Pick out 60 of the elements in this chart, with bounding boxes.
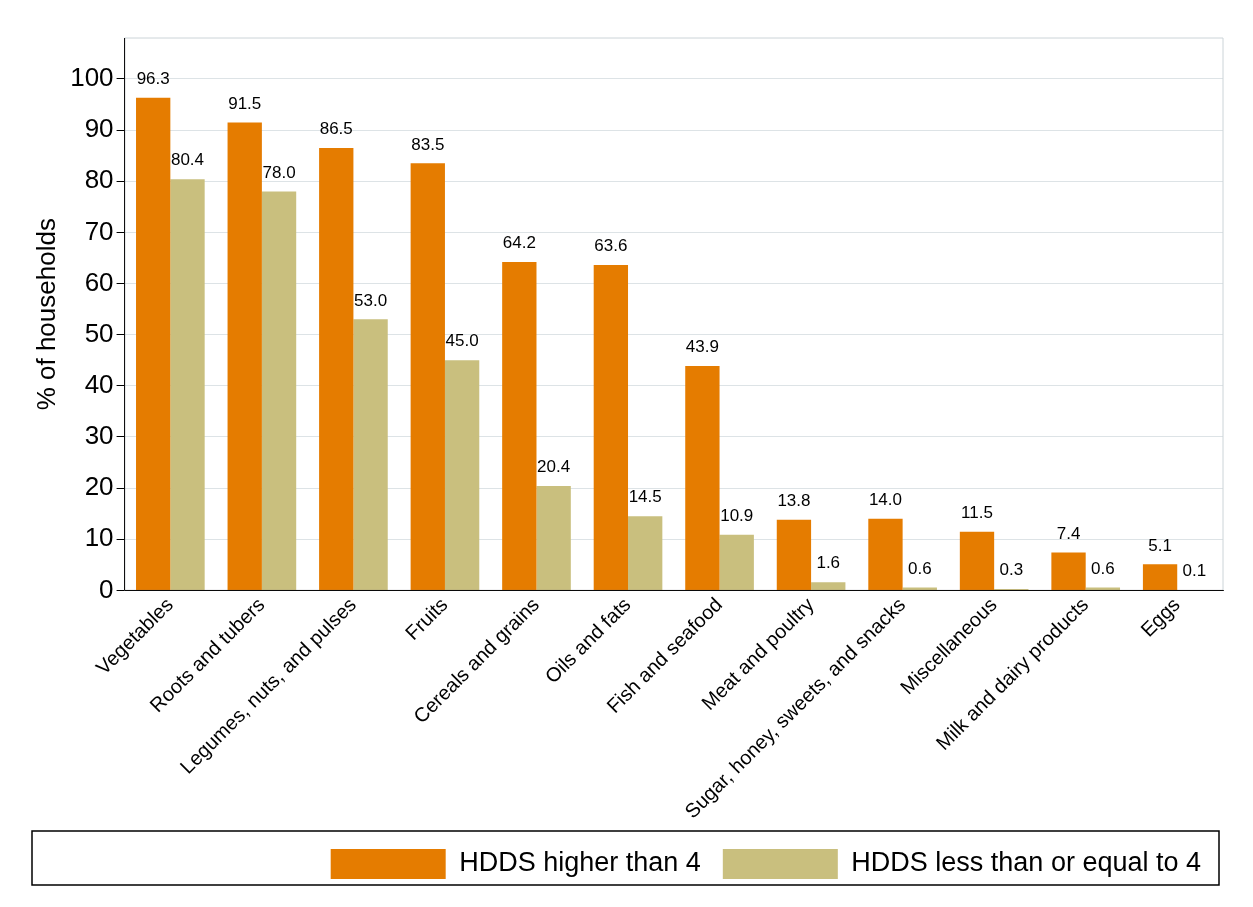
data-label: 96.3 <box>136 69 170 89</box>
bar <box>868 518 903 590</box>
y-tick-label: 90 <box>84 113 114 144</box>
y-tick-label: 80 <box>84 164 114 195</box>
bar <box>593 265 629 590</box>
data-label: 0.6 <box>1091 558 1115 578</box>
y-tick-label: 50 <box>84 317 114 348</box>
data-label: 78.0 <box>262 162 296 182</box>
data-label: 0.3 <box>999 560 1024 580</box>
legend-label: HDDS less than or equal to 4 <box>851 847 1202 878</box>
bar <box>1085 587 1121 590</box>
bar <box>536 486 571 590</box>
data-label: 63.6 <box>594 236 628 256</box>
bar <box>959 531 995 590</box>
data-label: 1.6 <box>816 553 841 573</box>
y-tick-label: 60 <box>84 266 114 297</box>
y-tick-label: 10 <box>84 522 114 553</box>
y-tick-label: 30 <box>84 420 114 451</box>
y-tick-label: 100 <box>70 62 114 93</box>
data-label: 64.2 <box>502 233 536 253</box>
bar <box>353 319 388 590</box>
data-label: 14.0 <box>868 490 903 510</box>
data-label: 11.5 <box>961 502 993 522</box>
data-label: 83.5 <box>411 134 445 154</box>
bar <box>444 360 480 590</box>
data-label: 7.4 <box>1056 523 1081 543</box>
data-label: 14.5 <box>628 487 662 507</box>
bar <box>410 163 445 590</box>
bar <box>1051 552 1086 590</box>
data-label: 43.9 <box>685 337 719 357</box>
data-label: 45.0 <box>445 331 479 351</box>
y-axis-title: % of households <box>30 218 61 411</box>
y-tick-label: 20 <box>84 471 114 502</box>
data-label: 91.5 <box>228 93 262 113</box>
bar <box>136 97 171 590</box>
data-label: 10.9 <box>720 505 754 525</box>
bar <box>628 516 663 590</box>
data-label: 86.5 <box>319 119 353 139</box>
bar <box>719 534 754 590</box>
data-label: 0.6 <box>907 558 932 578</box>
bar <box>261 191 297 590</box>
bar <box>902 587 937 590</box>
bar <box>319 147 354 590</box>
data-label: 80.4 <box>170 150 205 170</box>
data-label: 20.4 <box>537 457 571 477</box>
bar <box>811 582 846 590</box>
bar <box>776 519 812 590</box>
y-tick-label: 70 <box>84 215 114 246</box>
bar <box>502 262 537 590</box>
data-label: 0.1 <box>1182 561 1207 581</box>
bar <box>1142 564 1178 590</box>
bar <box>227 122 262 590</box>
data-label: 5.1 <box>1148 535 1172 555</box>
data-label: 53.0 <box>354 290 388 310</box>
bar <box>170 179 205 590</box>
bar <box>685 365 720 590</box>
y-tick-label: 0 <box>99 573 114 604</box>
legend-label: HDDS higher than 4 <box>459 847 701 878</box>
y-tick-label: 40 <box>84 369 114 400</box>
data-label: 13.8 <box>777 491 811 511</box>
